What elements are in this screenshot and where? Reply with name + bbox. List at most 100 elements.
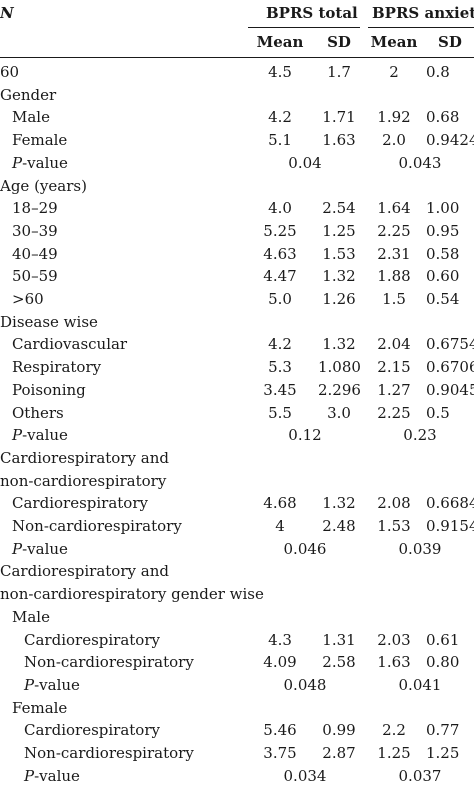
total-sd-cell: 2.58 bbox=[322, 653, 356, 672]
total-mean-cell: 5.25 bbox=[263, 221, 297, 240]
total-mean-cell: 5.0 bbox=[268, 290, 292, 308]
section-header-row: Cardiorespiratory and bbox=[0, 447, 474, 469]
p-value-row: P-value 0.034 0.037 bbox=[0, 765, 474, 787]
table-row: Poisoning 3.45 2.296 1.27 0.9045 bbox=[0, 379, 474, 401]
p-value-row: P-value 0.046 0.039 bbox=[0, 538, 474, 560]
header-row-stats: Mean SD Mean SD bbox=[0, 31, 474, 53]
table-row: Female 5.1 1.63 2.0 0.9424 bbox=[0, 129, 474, 151]
total-sd-cell: 1.32 bbox=[322, 267, 356, 286]
row-label: Disease wise bbox=[0, 312, 98, 331]
anxiety-sd-cell: 0.54 bbox=[426, 290, 460, 308]
anxiety-mean-cell: 2.25 bbox=[377, 221, 411, 240]
row-label: non-cardiorespiratory bbox=[0, 471, 167, 490]
p-value-anxiety: 0.043 bbox=[398, 153, 442, 172]
header-row-groups: N BPRS total BPRS anxiety bbox=[0, 2, 474, 24]
p-value-anxiety: 0.037 bbox=[398, 766, 442, 785]
total-mean-cell: 4.2 bbox=[268, 108, 292, 127]
p-value-anxiety: 0.039 bbox=[398, 539, 442, 558]
table-row: Cardiovascular 4.2 1.32 2.04 0.6754 bbox=[0, 333, 474, 355]
total-mean-cell: 4.5 bbox=[268, 63, 292, 81]
row-label: 50–59 bbox=[12, 267, 58, 286]
anxiety-sd-cell: 0.58 bbox=[426, 244, 460, 263]
section-header-row: Male bbox=[0, 606, 474, 628]
anxiety-sd-cell: 0.60 bbox=[426, 267, 460, 286]
row-label: Poisoning bbox=[12, 380, 86, 399]
p-value-row: P-value 0.048 0.041 bbox=[0, 674, 474, 696]
table-row: >60 5.0 1.26 1.5 0.54 bbox=[0, 288, 474, 310]
anxiety-sd-cell: 0.9045 bbox=[426, 380, 474, 399]
header-bottom-rule bbox=[0, 57, 474, 58]
bprs-anxiety-header: BPRS anxiety bbox=[372, 4, 474, 22]
table-row: Non-cardiorespiratory 4.09 2.58 1.63 0.80 bbox=[0, 651, 474, 673]
row-label: Others bbox=[12, 403, 64, 422]
row-label: P-value bbox=[24, 766, 80, 785]
section-header-row: Gender bbox=[0, 84, 474, 106]
row-label: Cardiorespiratory bbox=[24, 630, 160, 649]
p-value-total: 0.12 bbox=[288, 426, 322, 445]
anxiety-sd-cell: 0.8 bbox=[426, 63, 450, 81]
p-value-anxiety: 0.23 bbox=[403, 426, 437, 445]
anxiety-sd-cell: 0.95 bbox=[426, 221, 460, 240]
row-label: P-value bbox=[12, 426, 68, 445]
row-label: 60 bbox=[0, 63, 20, 81]
group2-underline bbox=[368, 27, 474, 28]
table-row: Cardiorespiratory 4.68 1.32 2.08 0.6684 bbox=[0, 492, 474, 514]
total-sd-cell: 2.48 bbox=[322, 517, 356, 535]
row-label: Respiratory bbox=[12, 358, 102, 377]
total-sd-cell: 3.0 bbox=[327, 403, 351, 422]
row-label: Cardiorespiratory bbox=[24, 721, 160, 740]
row-label: non-cardiorespiratory gender wise bbox=[0, 585, 264, 604]
total-sd-cell: 1.26 bbox=[322, 290, 356, 308]
n-header: N bbox=[0, 4, 14, 22]
total-mean-cell: 5.1 bbox=[268, 131, 292, 150]
table-row: 18–29 4.0 2.54 1.64 1.00 bbox=[0, 197, 474, 219]
total-mean-cell: 4.63 bbox=[263, 244, 297, 263]
anxiety-sd-cell: 0.80 bbox=[426, 653, 460, 672]
table-row: 30–39 5.25 1.25 2.25 0.95 bbox=[0, 220, 474, 242]
row-label: Female bbox=[12, 698, 68, 717]
total-mean-cell: 3.45 bbox=[263, 380, 297, 399]
total-mean-cell: 5.3 bbox=[268, 358, 292, 377]
row-label: P-value bbox=[12, 539, 68, 558]
total-sd-cell: 0.99 bbox=[322, 721, 356, 740]
anxiety-sd-cell: 1.00 bbox=[426, 199, 460, 218]
section-header-row: Age (years) bbox=[0, 175, 474, 197]
table-row: 40–49 4.63 1.53 2.31 0.58 bbox=[0, 243, 474, 265]
total-sd-cell: 1.32 bbox=[322, 335, 356, 354]
p-value-row: P-value 0.12 0.23 bbox=[0, 424, 474, 446]
table-row: 60 4.5 1.7 2 0.8 bbox=[0, 61, 474, 83]
p-value-row: P-value 0.04 0.043 bbox=[0, 152, 474, 174]
anxiety-sd-cell: 0.68 bbox=[426, 108, 460, 127]
total-sd-cell: 2.296 bbox=[318, 380, 361, 399]
p-value-anxiety: 0.041 bbox=[398, 675, 442, 694]
table-row: Non-cardiorespiratory 3.75 2.87 1.25 1.25 bbox=[0, 742, 474, 764]
section-header-row: non-cardiorespiratory bbox=[0, 470, 474, 492]
section-header-row: Female bbox=[0, 697, 474, 719]
anxiety-mean-cell: 2.08 bbox=[377, 494, 411, 513]
total-mean-cell: 5.46 bbox=[263, 721, 297, 740]
anxiety-mean-cell: 1.53 bbox=[377, 517, 411, 535]
anxiety-sd-cell: 0.9424 bbox=[426, 131, 474, 150]
total-mean-cell: 4.2 bbox=[268, 335, 292, 354]
p-value-total: 0.034 bbox=[283, 766, 327, 785]
anxiety-sd-cell: 0.6684 bbox=[426, 494, 474, 513]
row-label: Female bbox=[12, 131, 68, 150]
row-label: P-value bbox=[24, 675, 80, 694]
p-value-total: 0.046 bbox=[283, 539, 327, 558]
total-sd-cell: 1.63 bbox=[322, 131, 356, 150]
row-label: Gender bbox=[0, 85, 57, 104]
row-label: 18–29 bbox=[12, 199, 58, 218]
p-value-total: 0.04 bbox=[288, 153, 322, 172]
anxiety-mean-cell: 2.04 bbox=[377, 335, 411, 354]
anxiety-mean-cell: 1.25 bbox=[377, 744, 411, 762]
total-mean-cell: 4.68 bbox=[263, 494, 297, 513]
mean-header-2: Mean bbox=[370, 33, 418, 51]
sd-header-1: SD bbox=[327, 33, 351, 51]
row-label: Non-cardiorespiratory bbox=[24, 653, 194, 672]
sd-header-2: SD bbox=[438, 33, 462, 51]
total-mean-cell: 4.3 bbox=[268, 630, 292, 649]
total-sd-cell: 1.31 bbox=[322, 630, 356, 649]
anxiety-mean-cell: 2 bbox=[389, 63, 399, 81]
anxiety-mean-cell: 1.5 bbox=[382, 290, 406, 308]
section-header-row: Disease wise bbox=[0, 311, 474, 333]
